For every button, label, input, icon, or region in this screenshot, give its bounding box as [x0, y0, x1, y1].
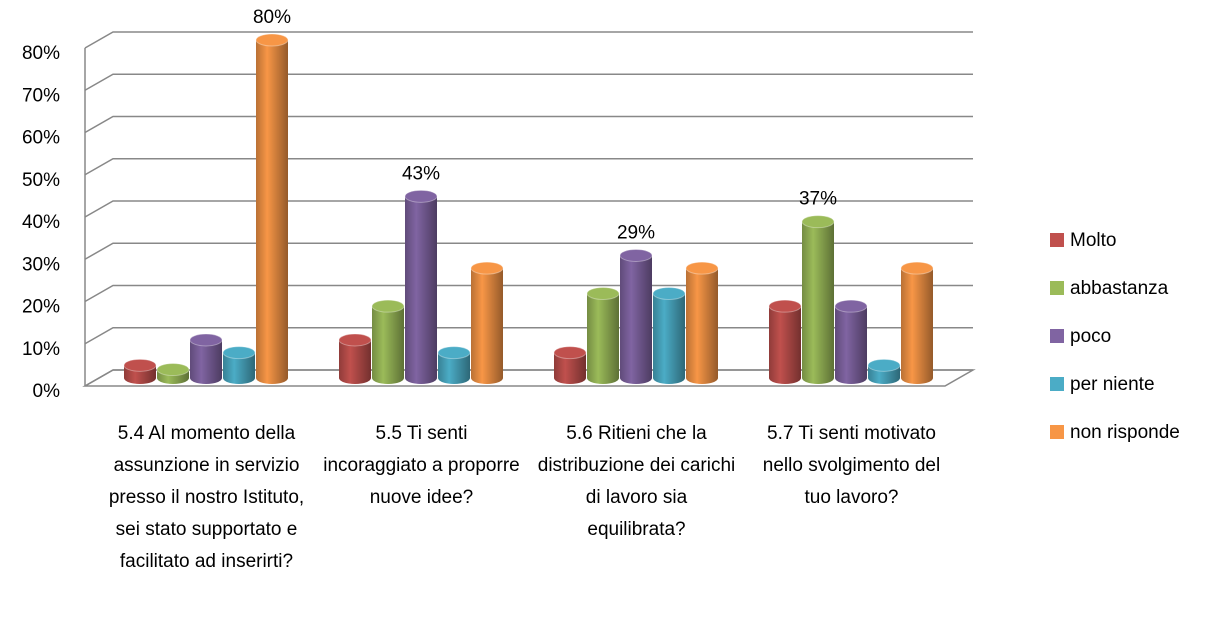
bar-top [437, 346, 471, 360]
bar-top [834, 299, 868, 313]
legend-label: non risponde [1070, 422, 1180, 443]
bar-shade [769, 306, 801, 384]
legend-swatch [1050, 425, 1064, 439]
grid-line [84, 242, 973, 260]
bar [371, 299, 405, 384]
bar [900, 261, 934, 384]
bar [255, 33, 289, 384]
bar-shade [339, 339, 371, 384]
data-label: 43% [402, 163, 440, 184]
bar [619, 248, 653, 384]
legend-label: poco [1070, 326, 1111, 347]
bar-shade [405, 196, 437, 384]
bar-shade [554, 352, 586, 384]
bar-shade [587, 293, 619, 384]
bar-shade [223, 352, 255, 384]
y-tick-label: 0% [33, 381, 61, 402]
bar-top [255, 33, 289, 47]
bar-top [189, 333, 223, 347]
bar-shade [438, 352, 470, 384]
bar-top [867, 358, 901, 372]
grid-line [84, 200, 973, 218]
bar-top [652, 287, 686, 300]
bar [834, 299, 868, 384]
bar-shade [372, 306, 404, 384]
bar [437, 346, 471, 384]
grid-line [84, 284, 973, 303]
legend-swatch [1050, 281, 1064, 295]
bar-shade [835, 306, 867, 384]
bar-shade [901, 268, 933, 384]
y-tick-label: 10% [22, 339, 60, 360]
bar [867, 358, 901, 384]
grid-line [84, 73, 973, 91]
y-tick-label: 40% [22, 212, 60, 233]
legend-swatch [1050, 329, 1064, 343]
grid-line [84, 115, 973, 134]
bar [553, 346, 587, 384]
legend-label: Molto [1070, 230, 1116, 251]
bar [586, 287, 620, 384]
bar-top [685, 261, 719, 275]
y-tick-label: 70% [22, 85, 60, 106]
x-tick-label: 5.7 Ti senti motivato nello svolgimento … [762, 423, 941, 508]
bar [222, 346, 256, 384]
bar-shade [802, 221, 834, 384]
data-label: 29% [617, 222, 655, 243]
bar-top [123, 358, 157, 372]
bar [123, 358, 157, 384]
bar-top [371, 299, 405, 313]
grid-line [84, 158, 973, 176]
bar-top [619, 248, 653, 262]
bar-shade [620, 255, 652, 384]
legend-label: per niente [1070, 374, 1155, 395]
bar [685, 261, 719, 384]
legend-label: abbastanza [1070, 278, 1169, 299]
bar [652, 287, 686, 384]
bar-shade [653, 293, 685, 384]
y-tick-label: 50% [22, 170, 60, 191]
bar-top [900, 261, 934, 275]
bar-top [801, 215, 835, 229]
bar [189, 333, 223, 384]
bar-top [156, 363, 190, 377]
grid-line [84, 31, 973, 49]
y-tick-label: 30% [22, 254, 60, 275]
x-tick-label: 5.6 Ritieni che la distribuzione dei car… [537, 423, 736, 540]
y-tick-label: 20% [22, 297, 60, 318]
y-tick-label: 80% [22, 43, 60, 64]
bar-top [553, 346, 587, 360]
data-label: 80% [253, 7, 291, 28]
bar-top [338, 333, 372, 347]
bar [470, 261, 504, 384]
bar-top [404, 189, 438, 203]
bar-shade [471, 268, 503, 384]
bar-shade [190, 339, 222, 384]
legend-swatch [1050, 233, 1064, 247]
x-tick-label: 5.4 Al momento della assunzione in servi… [108, 423, 305, 572]
bar-top [586, 287, 620, 300]
bar [404, 189, 438, 384]
bar [156, 363, 190, 384]
data-label: 37% [799, 189, 837, 210]
bar-shade [256, 40, 288, 384]
bar [338, 333, 372, 384]
bar-shade [686, 268, 718, 384]
bar-top [768, 299, 802, 313]
bar-top [222, 346, 256, 360]
y-tick-label: 60% [22, 128, 60, 149]
bar [801, 215, 835, 384]
legend-swatch [1050, 377, 1064, 391]
x-tick-label: 5.5 Ti senti incoraggiato a proporre nuo… [323, 423, 520, 508]
bar [768, 299, 802, 384]
bar-top [470, 261, 504, 275]
